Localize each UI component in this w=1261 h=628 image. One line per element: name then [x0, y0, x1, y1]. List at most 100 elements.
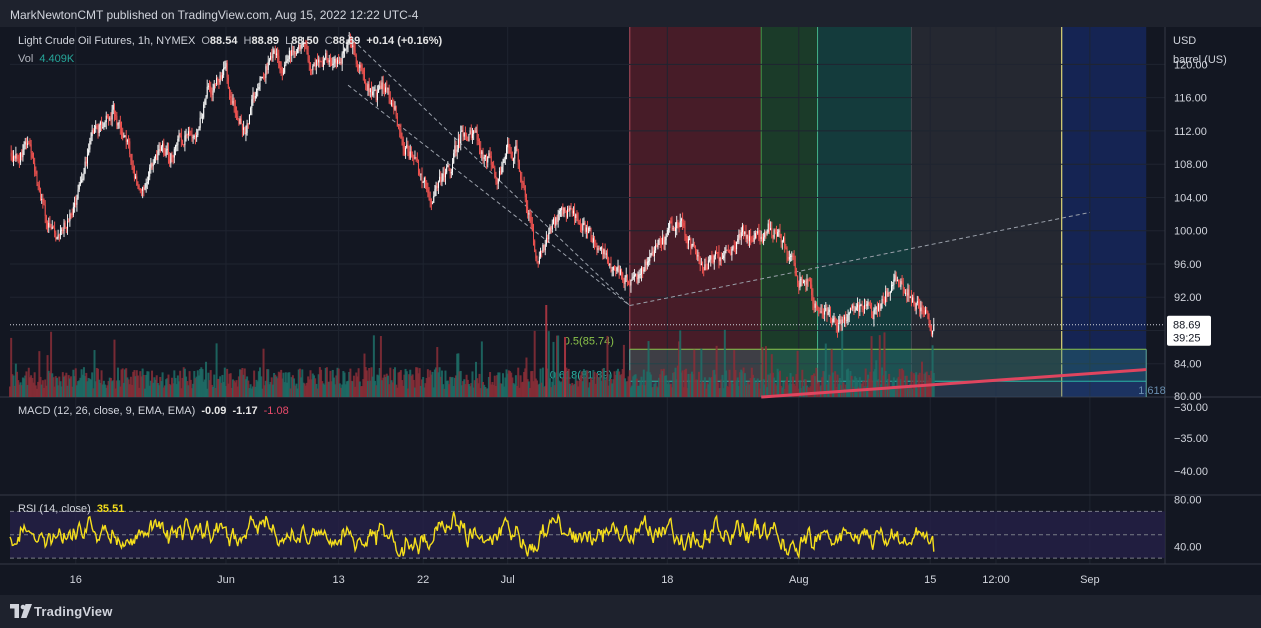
candle-body: [287, 59, 289, 61]
volume-bar: [649, 374, 652, 397]
volume-bar: [478, 373, 481, 397]
candle-body: [314, 63, 316, 67]
candle-body: [104, 121, 106, 124]
candle-body: [119, 122, 121, 128]
candle-body: [655, 244, 657, 251]
volume-bar: [23, 378, 26, 397]
candle-body: [392, 103, 394, 107]
candle-body: [150, 163, 152, 168]
candle-body: [672, 228, 674, 230]
volume-bar: [169, 385, 172, 397]
volume-bar: [766, 387, 769, 397]
volume-bar: [47, 370, 50, 397]
candle-body: [570, 207, 572, 210]
candle-body: [671, 222, 673, 229]
volume-bar: [628, 370, 631, 397]
candle-body: [356, 63, 358, 68]
candle-body: [906, 292, 908, 296]
volume-bar: [802, 386, 805, 397]
volume-bar: [469, 386, 472, 397]
volume-bar: [134, 376, 137, 397]
candle-body: [817, 306, 819, 311]
candle-body: [798, 282, 800, 288]
candle-body: [765, 232, 767, 234]
candle-body: [639, 273, 641, 275]
volume-bar: [763, 384, 766, 397]
candle-body: [486, 154, 488, 163]
candle-body: [893, 279, 895, 285]
volume-bar: [611, 383, 614, 397]
candle-body: [821, 311, 823, 314]
volume-bar: [68, 378, 71, 397]
candle-body: [81, 179, 83, 183]
candle-body: [669, 221, 671, 229]
volume-bar: [41, 380, 44, 397]
candle-body: [253, 92, 255, 99]
candle-body: [137, 185, 139, 187]
volume-bar: [439, 376, 442, 397]
volume-bar: [67, 375, 70, 397]
candle-body: [132, 167, 134, 170]
volume-bar: [817, 381, 820, 397]
fib-label-0.5: 0.5(85.74): [564, 335, 614, 347]
candle-body: [28, 143, 30, 145]
volume-bar: [910, 371, 913, 397]
volume-bar: [791, 376, 794, 397]
volume-bar: [760, 381, 763, 397]
candle-body: [756, 233, 758, 235]
volume-bar: [450, 377, 453, 397]
candle-body: [302, 42, 304, 44]
candle-body: [909, 297, 911, 299]
candle-body: [630, 279, 632, 286]
volume-bar: [444, 370, 447, 397]
volume-bar: [733, 350, 736, 397]
candle-body: [319, 59, 321, 62]
volume-bar: [552, 341, 555, 397]
volume-bar: [114, 388, 117, 397]
volume-bar: [553, 385, 556, 397]
volume-bar: [58, 376, 61, 397]
volume-bar: [208, 380, 211, 397]
candle-body: [800, 278, 802, 280]
candle-body: [135, 176, 137, 179]
volume-bar: [55, 377, 58, 397]
time-zone-1: [629, 27, 762, 397]
candle-body: [349, 38, 351, 41]
volume-bar: [695, 379, 698, 397]
candle-body: [88, 149, 90, 155]
volume-bar: [591, 379, 594, 397]
candle-body: [259, 77, 261, 87]
candle-body: [706, 267, 708, 270]
candle-body: [79, 182, 81, 185]
volume-bar: [118, 380, 121, 397]
volume-bar: [592, 370, 595, 397]
candle-body: [130, 154, 132, 161]
volume-bar: [561, 377, 564, 397]
candle-body: [176, 145, 178, 147]
volume-bar: [498, 372, 501, 397]
candle-body: [160, 146, 162, 151]
volume-bar: [615, 370, 618, 397]
volume-spike-1: [564, 337, 567, 397]
candle-body: [128, 140, 130, 142]
volume-bar: [173, 370, 176, 397]
volume-bar: [878, 335, 881, 397]
volume-bar: [609, 379, 612, 397]
volume-bar: [210, 384, 213, 397]
volume-bar: [789, 373, 792, 397]
rsi-tick-label: 40.00: [1174, 541, 1202, 553]
volume-bar: [94, 381, 97, 397]
volume-bar: [702, 382, 705, 397]
volume-bar: [132, 371, 135, 397]
volume-bar: [926, 380, 929, 397]
candle-body: [552, 218, 554, 224]
candle-body: [633, 275, 635, 277]
volume-bar: [395, 384, 398, 397]
candle-body: [185, 134, 187, 136]
candle-body: [489, 153, 491, 157]
volume-bar: [863, 386, 866, 397]
volume-bar: [499, 383, 502, 397]
volume-bar: [13, 385, 16, 397]
